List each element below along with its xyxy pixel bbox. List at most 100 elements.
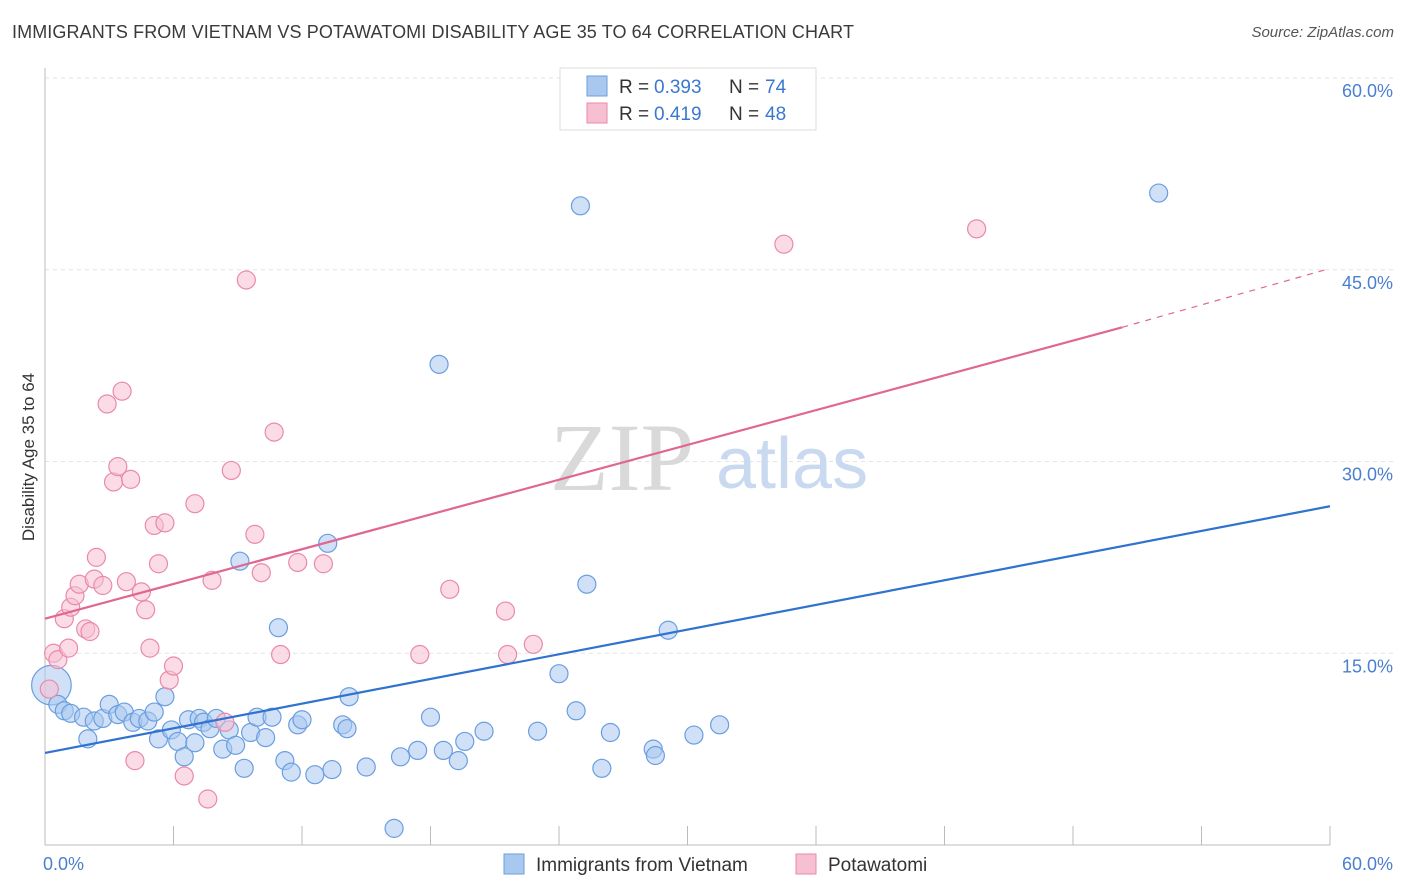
- point-potawatomi: [198, 789, 218, 809]
- point-potawatomi: [86, 547, 107, 567]
- point-potawatomi: [440, 579, 460, 599]
- point-potawatomi: [174, 766, 194, 786]
- legend-r-label: R =: [619, 104, 649, 125]
- point-potawatomi: [245, 524, 265, 544]
- point-potawatomi: [221, 460, 241, 481]
- point-vietnam: [234, 758, 254, 778]
- y-tick-label: 45.0%: [1342, 273, 1393, 293]
- point-vietnam: [390, 747, 411, 767]
- bottom-legend: Immigrants from Vietnam Potawatomi: [503, 853, 927, 876]
- point-vietnam: [262, 707, 282, 727]
- point-vietnam: [429, 354, 449, 374]
- point-vietnam: [281, 762, 301, 782]
- point-potawatomi: [495, 601, 516, 621]
- point-potawatomi: [251, 563, 271, 583]
- legend: R = 0.393 N = 74 R = 0.419 N = 48: [559, 67, 817, 131]
- point-vietnam: [174, 747, 194, 767]
- chart-title: IMMIGRANTS FROM VIETNAM VS POTAWATOMI DI…: [12, 22, 855, 42]
- point-vietnam: [433, 740, 453, 761]
- point-vietnam: [684, 725, 704, 745]
- point-potawatomi: [116, 572, 136, 592]
- point-potawatomi: [39, 679, 59, 699]
- point-potawatomi: [185, 494, 205, 514]
- y-tick-label: 60.0%: [1342, 81, 1393, 101]
- point-potawatomi: [410, 644, 430, 665]
- point-vietnam: [1149, 183, 1169, 203]
- axes: [44, 68, 1331, 846]
- point-potawatomi: [774, 234, 794, 254]
- tick-labels: 15.0% 30.0% 45.0% 60.0% 0.0% 60.0%: [43, 81, 1393, 874]
- point-vietnam: [570, 196, 591, 216]
- point-vietnam: [448, 751, 468, 771]
- bottom-legend-label-vietnam: Immigrants from Vietnam: [536, 855, 748, 876]
- legend-n-value: 48: [765, 104, 786, 125]
- point-vietnam: [549, 664, 569, 684]
- point-potawatomi: [967, 219, 987, 239]
- point-vietnam: [384, 818, 404, 838]
- bottom-legend-label-potawatomi: Potawatomi: [828, 855, 927, 876]
- point-vietnam: [155, 687, 175, 707]
- point-potawatomi: [270, 644, 291, 665]
- point-vietnam: [527, 721, 548, 741]
- point-vietnam: [268, 618, 289, 638]
- data-points: [31, 183, 1169, 838]
- legend-n-value: 74: [765, 77, 787, 98]
- point-potawatomi: [58, 638, 79, 658]
- point-vietnam: [658, 620, 678, 640]
- point-vietnam: [226, 735, 246, 755]
- watermark: ZIP atlas: [550, 404, 868, 511]
- trend-line-potawatomi: [44, 326, 1123, 620]
- point-vietnam: [185, 733, 205, 753]
- point-potawatomi: [93, 575, 113, 596]
- point-vietnam: [255, 728, 276, 748]
- legend-n-label: N =: [729, 104, 759, 125]
- x-tick-label: 60.0%: [1342, 854, 1393, 874]
- legend-swatch-vietnam: [586, 75, 608, 97]
- point-vietnam: [592, 758, 612, 778]
- watermark-zip: ZIP: [550, 404, 694, 511]
- point-vietnam: [566, 701, 586, 721]
- point-potawatomi: [112, 381, 132, 401]
- bottom-legend-swatch-potawatomi: [795, 853, 817, 875]
- point-potawatomi: [155, 513, 175, 533]
- legend-swatch-potawatomi: [586, 102, 608, 124]
- point-potawatomi: [148, 554, 169, 574]
- y-tick-label: 30.0%: [1342, 465, 1393, 485]
- trend-line-vietnam: [44, 505, 1331, 755]
- point-vietnam: [144, 702, 164, 722]
- point-potawatomi: [125, 751, 145, 771]
- point-potawatomi: [264, 422, 284, 442]
- point-vietnam: [710, 715, 730, 735]
- y-tick-label: 15.0%: [1342, 656, 1393, 676]
- point-vietnam: [577, 574, 597, 594]
- legend-row-potawatomi: R = 0.419 N = 48: [586, 102, 786, 125]
- point-vietnam: [337, 719, 357, 739]
- legend-r-value: 0.393: [654, 77, 702, 98]
- x-tick-label: 0.0%: [43, 854, 84, 874]
- point-potawatomi: [498, 644, 518, 665]
- point-potawatomi: [80, 621, 100, 642]
- point-vietnam: [600, 722, 621, 743]
- point-potawatomi: [140, 638, 160, 658]
- point-vietnam: [356, 757, 376, 777]
- bottom-legend-swatch-vietnam: [503, 853, 525, 875]
- point-vietnam: [420, 707, 441, 727]
- point-potawatomi: [215, 712, 235, 732]
- point-vietnam: [474, 721, 494, 741]
- point-potawatomi: [136, 600, 156, 620]
- point-potawatomi: [313, 554, 334, 574]
- legend-r-value: 0.419: [654, 104, 702, 125]
- source-label: Source: ZipAtlas.com: [1251, 24, 1394, 41]
- legend-r-label: R =: [619, 77, 649, 98]
- point-potawatomi: [97, 394, 117, 414]
- point-vietnam: [322, 759, 342, 780]
- legend-n-label: N =: [729, 77, 759, 98]
- watermark-atlas: atlas: [716, 424, 868, 504]
- point-vietnam: [455, 731, 475, 752]
- point-potawatomi: [108, 457, 128, 477]
- point-vietnam: [292, 710, 312, 730]
- trend-lines: [44, 267, 1331, 755]
- point-vietnam: [408, 740, 428, 761]
- point-potawatomi: [523, 634, 543, 654]
